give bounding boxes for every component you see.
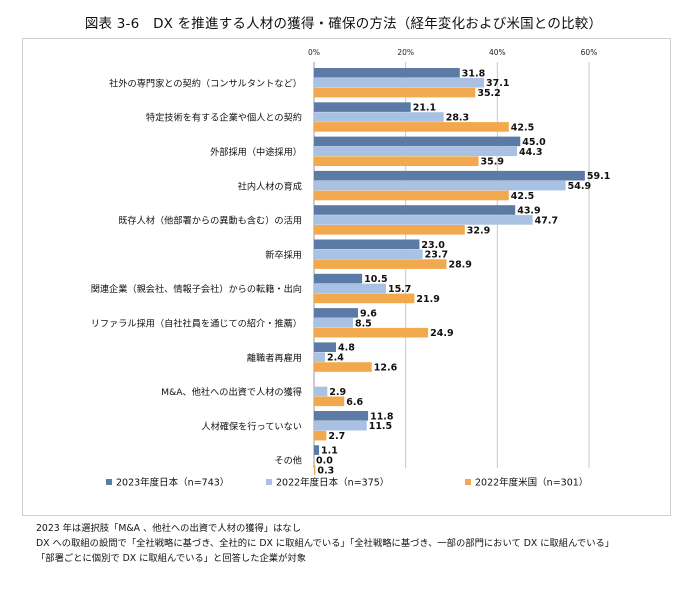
- data-label: 1.1: [321, 446, 338, 457]
- bar: [314, 352, 325, 362]
- bar: [314, 68, 460, 78]
- legend-label: 2022年度米国（n=301）: [475, 477, 588, 489]
- x-tick-label: 60%: [581, 48, 598, 57]
- bar: [314, 249, 423, 259]
- bar-chart: 0% 20% 40% 60% 社外の専門家との契約（コンサルタントなど） 31.837.1…: [91, 48, 611, 489]
- data-label: 10.5: [364, 274, 387, 285]
- data-label: 0.0: [316, 456, 333, 467]
- data-label: 8.5: [355, 318, 372, 329]
- data-label: 54.9: [568, 181, 591, 192]
- data-label: 21.9: [416, 294, 439, 305]
- legend-label: 2022年度日本（n=375）: [276, 477, 389, 489]
- data-label: 23.0: [421, 240, 445, 251]
- bar: [314, 327, 429, 338]
- bar: [314, 205, 516, 215]
- data-label: 45.0: [522, 137, 546, 148]
- bar: [314, 293, 415, 304]
- category-label: 新卒採用: [265, 249, 302, 261]
- bar: [314, 136, 521, 147]
- bar: [314, 102, 411, 112]
- bar: [314, 87, 476, 98]
- data-label: 31.8: [462, 68, 486, 79]
- data-label: 47.7: [535, 215, 558, 226]
- data-label: 35.9: [481, 157, 504, 168]
- data-label: 23.7: [425, 250, 448, 261]
- data-label: 2.4: [327, 353, 344, 364]
- bar: [314, 146, 518, 157]
- data-label: 4.8: [338, 343, 355, 354]
- data-label: 42.5: [511, 191, 534, 202]
- bar: [314, 180, 566, 191]
- bar: [314, 362, 372, 372]
- category-label: 社外の専門家との契約（コンサルタントなど）: [109, 77, 302, 89]
- data-label: 12.6: [374, 363, 398, 374]
- category-label: 離職者再雇用: [247, 352, 302, 364]
- chart-frame: [22, 38, 671, 516]
- bar: [314, 411, 369, 421]
- bar: [314, 318, 353, 328]
- data-label: 2.9: [329, 387, 346, 398]
- bar: [314, 112, 444, 122]
- data-label: 32.9: [467, 225, 490, 236]
- bar: [314, 273, 363, 284]
- data-label: 6.6: [346, 397, 363, 408]
- bar: [314, 259, 447, 269]
- category-label: M&A、他社への出資で人材の獲得: [161, 386, 302, 398]
- bar: [314, 190, 509, 201]
- data-label: 11.5: [369, 421, 392, 432]
- footnote-2: DX への取組の設問で「全社戦略に基づき、全社的に DX に取組んでいる」「全社…: [36, 538, 615, 549]
- x-tick-label: 0%: [308, 48, 320, 57]
- bar: [314, 225, 465, 235]
- bar: [314, 239, 420, 250]
- category-label: 社内人材の育成: [238, 180, 302, 192]
- bar: [314, 215, 533, 225]
- data-label: 11.8: [370, 411, 394, 422]
- data-label: 0.3: [317, 465, 334, 476]
- chart-title: 図表 3-6 DX を推進する人材の獲得・確保の方法（経年変化および米国との比較…: [84, 16, 603, 32]
- bar: [314, 308, 358, 318]
- footnote-3: 「部署ごとに個別で DX に取組んでいる」と回答した企業が対象: [36, 553, 306, 564]
- bar: [314, 445, 320, 455]
- category-label: リファラル採用（自社社員を通じての紹介・推薦）: [91, 318, 302, 330]
- category-label: 人材確保を行っていない: [201, 420, 302, 432]
- data-label: 2.7: [328, 431, 345, 442]
- data-label: 28.3: [446, 113, 469, 124]
- bar: [314, 122, 509, 132]
- x-tick-label: 20%: [397, 48, 414, 57]
- legend-swatch: [465, 479, 471, 485]
- legend-label: 2023年度日本（n=743）: [116, 477, 229, 489]
- bar: [314, 156, 479, 166]
- bar: [314, 77, 485, 88]
- legend-swatch: [106, 479, 112, 485]
- data-label: 21.1: [413, 103, 436, 114]
- category-label: 特定技術を有する企業や個人との契約: [146, 112, 302, 124]
- data-label: 9.6: [360, 308, 377, 319]
- category-label: 外部採用（中途採用）: [210, 146, 302, 158]
- bar: [314, 396, 345, 407]
- bar: [314, 465, 316, 475]
- data-label: 35.2: [477, 88, 500, 99]
- data-label: 42.5: [511, 122, 534, 133]
- data-label: 59.1: [587, 171, 610, 182]
- bar: [314, 430, 327, 441]
- x-tick-label: 40%: [489, 48, 506, 57]
- footnote-1: 2023 年は選択肢「M&A 、他社への出資で人材の獲得」はなし: [36, 523, 302, 534]
- data-label: 28.9: [448, 260, 471, 271]
- data-label: 15.7: [388, 284, 411, 295]
- data-label: 44.3: [519, 147, 542, 158]
- data-label: 43.9: [517, 206, 540, 217]
- bar: [314, 170, 585, 181]
- bar: [314, 283, 386, 294]
- data-label: 37.1: [486, 78, 509, 89]
- category-label: その他: [274, 455, 302, 467]
- bar: [314, 342, 336, 352]
- data-label: 24.9: [430, 328, 453, 339]
- legend-swatch: [266, 479, 272, 485]
- category-label: 既存人材（他部署からの異動も含む）の活用: [118, 215, 302, 227]
- bar: [314, 420, 367, 431]
- footnotes: 2023 年は選択肢「M&A 、他社への出資で人材の獲得」はなし DX への取組…: [36, 521, 614, 566]
- category-label: 関連企業（親会社、情報子会社）からの転籍・出向: [91, 283, 302, 295]
- bar: [314, 386, 328, 397]
